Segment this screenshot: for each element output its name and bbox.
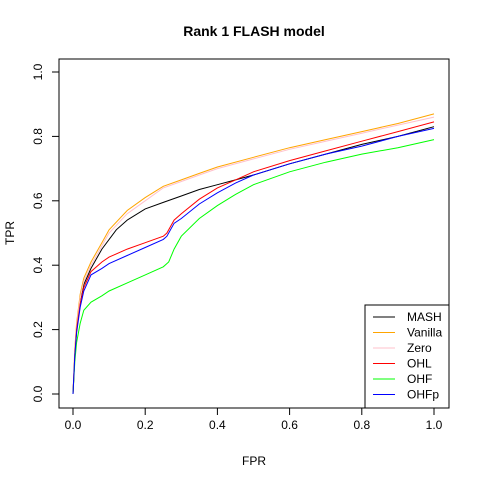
x-tick-label: 0.0 <box>65 418 82 432</box>
y-tick-label: 0.4 <box>31 257 45 274</box>
legend-label-mash: MASH <box>407 310 442 324</box>
legend-label-zero: Zero <box>407 341 432 355</box>
y-axis-label: TPR <box>3 221 17 245</box>
series-layer <box>72 113 435 395</box>
series-line-ohl <box>72 121 435 395</box>
x-tick-label: 0.6 <box>281 418 298 432</box>
series-line-zero <box>72 116 435 395</box>
series-line-ohfp <box>72 127 435 395</box>
y-tick-label: 0.6 <box>31 192 45 209</box>
legend-box <box>364 304 450 409</box>
chart-title: Rank 1 FLASH model <box>183 23 325 39</box>
x-tick-label: 1.0 <box>426 418 443 432</box>
y-tick-label: 0.2 <box>31 321 45 338</box>
x-tick-label: 0.4 <box>209 418 226 432</box>
legend-label-ohfp: OHFp <box>407 388 439 402</box>
x-axis-label: FPR <box>242 454 266 468</box>
y-tick-label: 0.8 <box>31 128 45 145</box>
legend-label-ohf: OHF <box>407 372 432 386</box>
y-tick-label: 0.0 <box>31 385 45 402</box>
y-tick-label: 1.0 <box>31 63 45 80</box>
axes-layer: 0.0 0.2 0.4 0.6 0.8 1.0 0.0 0.2 0.4 0.6 0.8 1.0 <box>31 63 443 432</box>
series-line-vanilla <box>72 113 435 395</box>
x-tick-label: 0.2 <box>137 418 154 432</box>
legend-label-ohl: OHL <box>407 357 432 371</box>
legend-label-vanilla: Vanilla <box>407 326 442 340</box>
x-tick-label: 0.8 <box>353 418 370 432</box>
series-line-ohf <box>72 139 435 395</box>
